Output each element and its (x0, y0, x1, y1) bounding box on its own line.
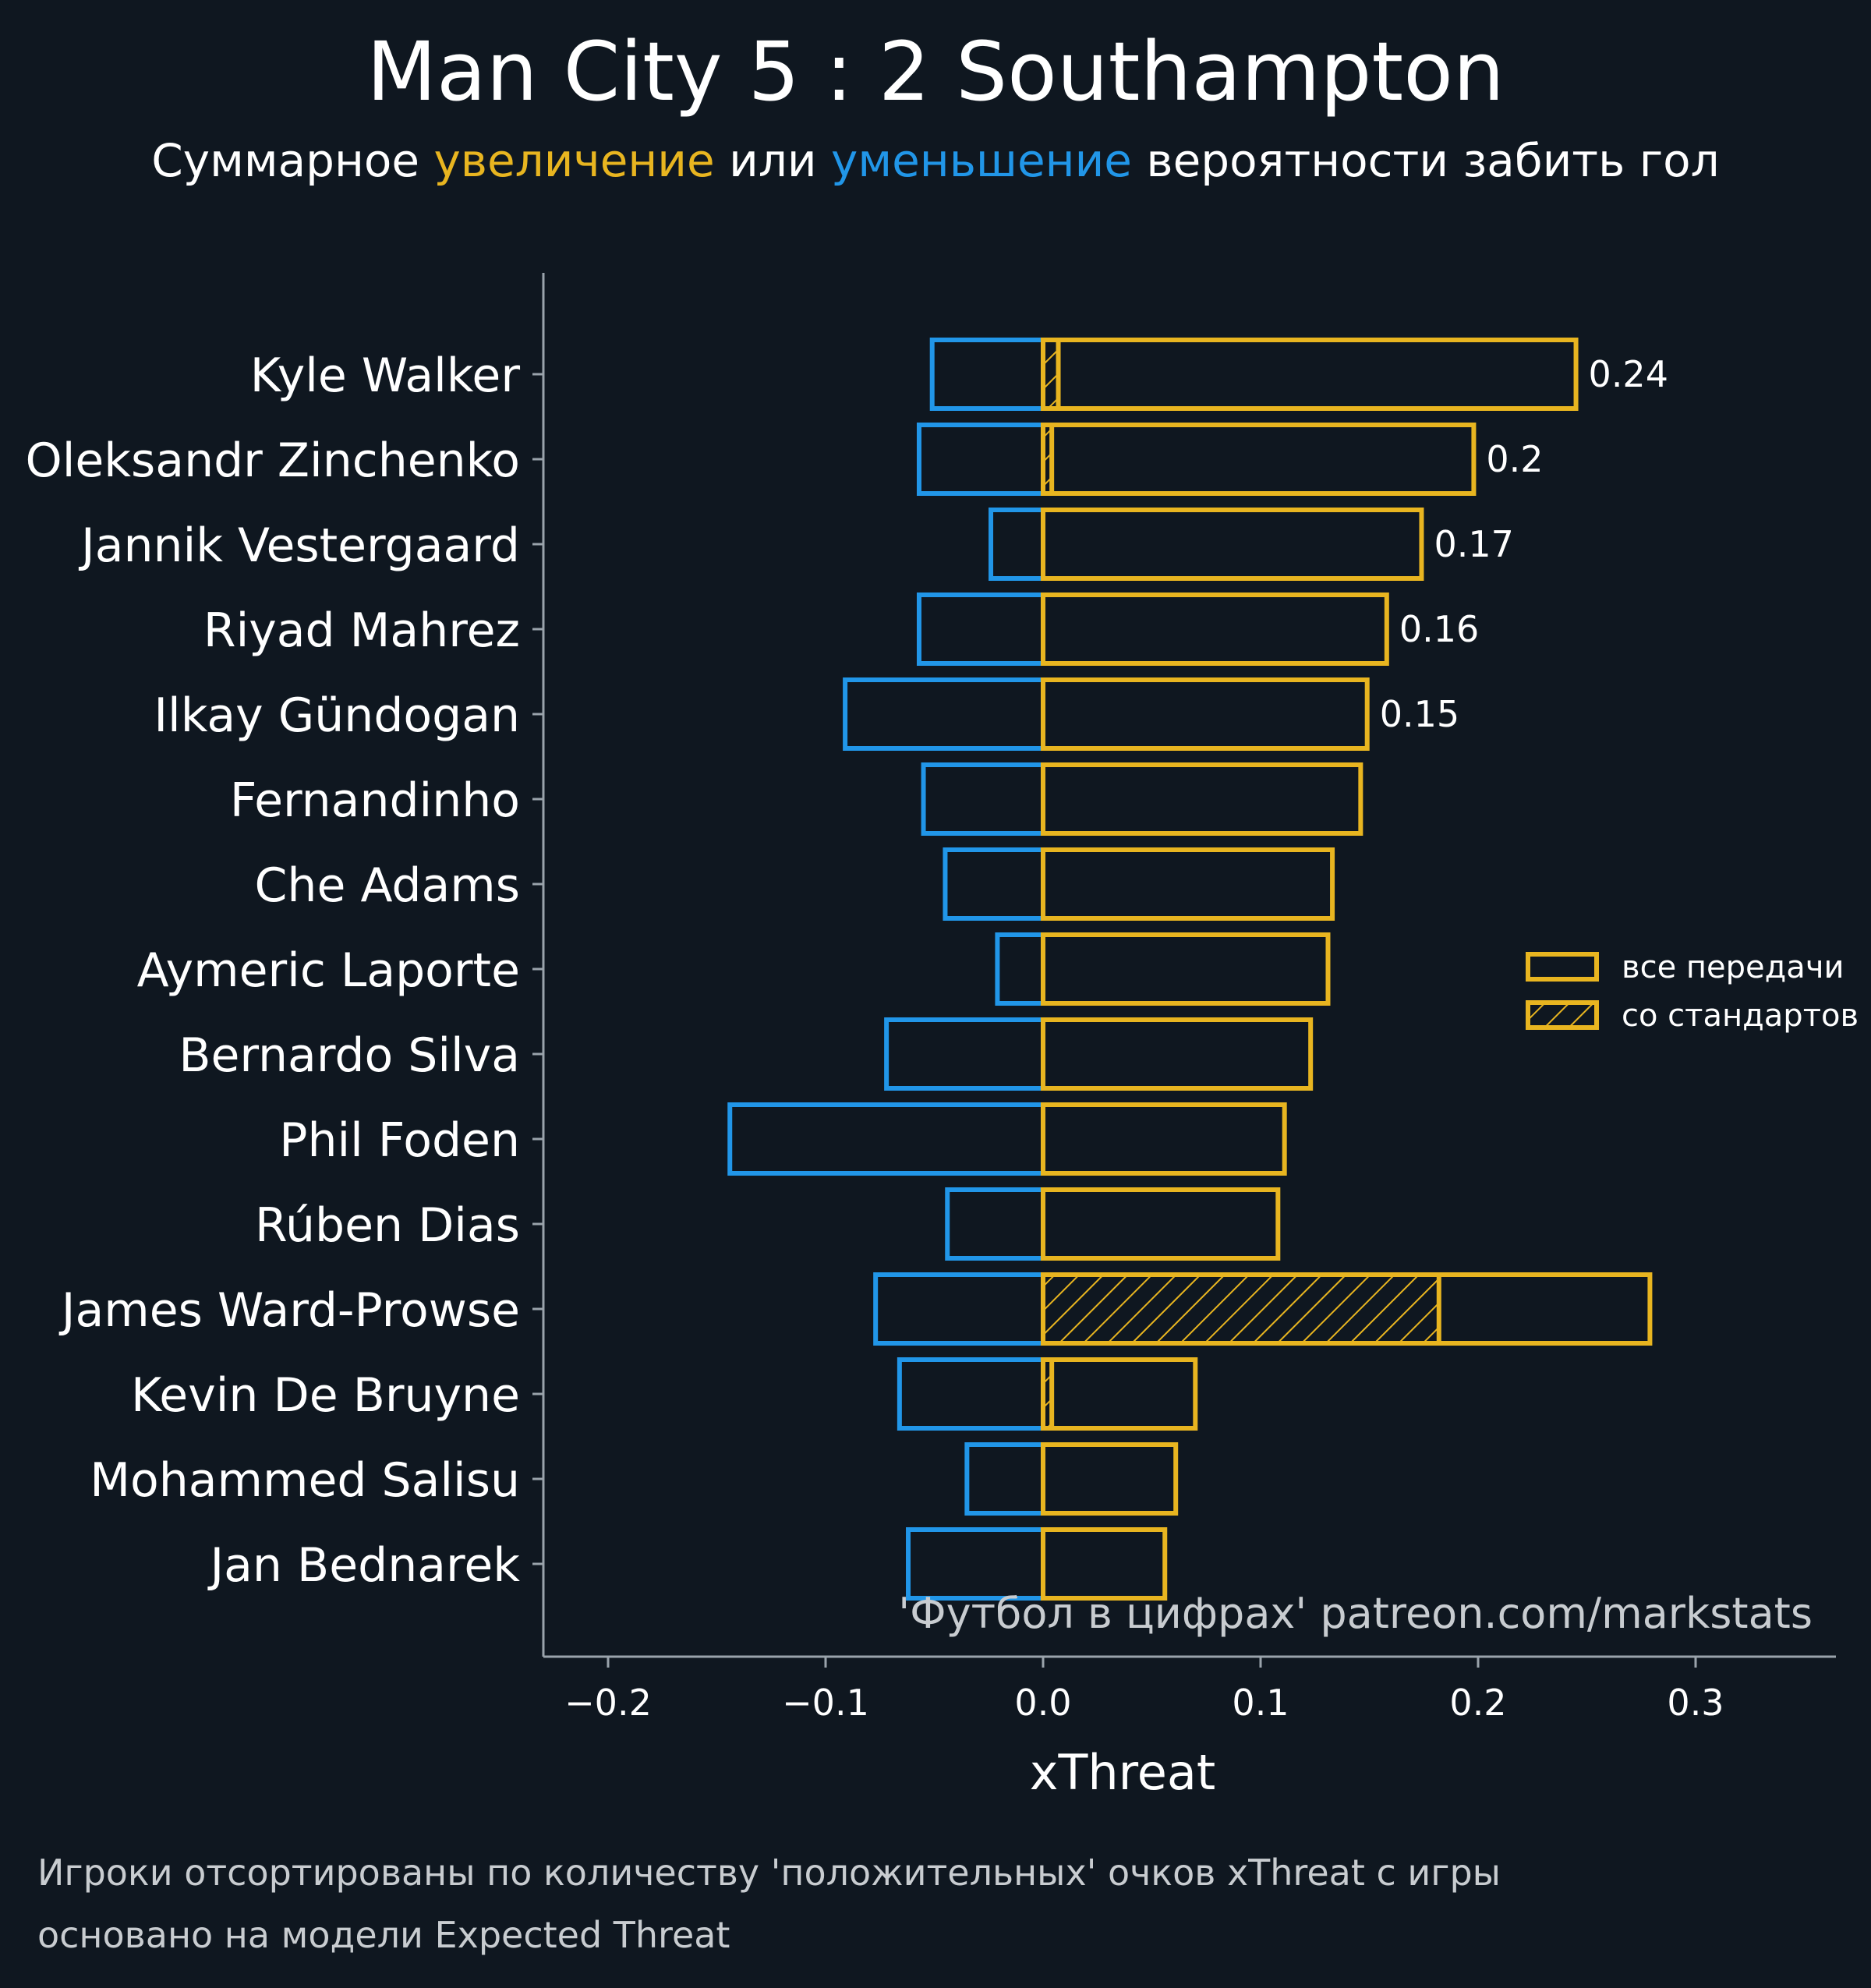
positive-bar-ruben-dias (1041, 1187, 1281, 1261)
negative-bar-bernardo-silva (884, 1017, 1045, 1091)
data-label-jannik-vestergaard: 0.17 (1434, 523, 1513, 565)
x-tick-label: −0.2 (564, 1682, 652, 1724)
negative-bar-che-adams (943, 847, 1045, 921)
negative-bar-mohammed-salisu (964, 1442, 1045, 1516)
player-label-phil-foden: Phil Foden (279, 1113, 520, 1168)
player-label-bernardo-silva: Bernardo Silva (179, 1028, 520, 1083)
positive-bar-che-adams (1041, 847, 1335, 921)
player-label-aymeric-laporte: Aymeric Laporte (137, 943, 520, 998)
player-label-jan-bednarek: Jan Bednarek (207, 1538, 520, 1593)
positive-bar-james-ward-prowse (1041, 1272, 1653, 1346)
footnote-model: основано на модели Expected Threat (37, 1914, 730, 1956)
positive-bar-phil-foden (1041, 1102, 1287, 1176)
player-label-mohammed-salisu: Mohammed Salisu (90, 1453, 520, 1508)
positive-bar-kyle-walker (1041, 338, 1579, 411)
positive-bar-bernardo-silva (1041, 1017, 1314, 1091)
data-label-kyle-walker: 0.24 (1589, 353, 1668, 395)
negative-bar-riyad-mahrez (916, 593, 1045, 666)
negative-bar-ilkay-gundogan (843, 677, 1045, 751)
positive-bar-oleksandr-zinchenko (1041, 423, 1477, 496)
negative-bar-phil-foden (727, 1102, 1045, 1176)
chart-title: Man City 5 : 2 Southampton (366, 24, 1505, 119)
player-label-jannik-vestergaard: Jannik Vestergaard (78, 518, 520, 573)
x-tick-label: 0.2 (1449, 1682, 1506, 1724)
legend-setpiece-label: со стандартов (1622, 998, 1859, 1034)
positive-bar-riyad-mahrez (1041, 593, 1389, 666)
legend-all-passes-label: все передачи (1622, 950, 1844, 985)
positive-bar-fernandinho (1041, 762, 1363, 836)
subtitle-increase: увеличение (433, 134, 715, 187)
footnote-sorting: Игроки отсортированы по количеству 'поло… (37, 1852, 1501, 1894)
positive-bar-kevin-de-bruyne (1041, 1357, 1198, 1431)
negative-bar-ruben-dias (945, 1187, 1045, 1261)
negative-bar-fernandinho (921, 762, 1046, 836)
subtitle-part2: или (714, 134, 832, 187)
player-label-kyle-walker: Kyle Walker (250, 348, 521, 403)
player-label-fernandinho: Fernandinho (230, 773, 520, 828)
negative-bar-oleksandr-zinchenko (916, 423, 1045, 496)
negative-bar-jannik-vestergaard (989, 508, 1046, 581)
positive-bar-ilkay-gundogan (1041, 677, 1370, 751)
subtitle-decrease: уменьшение (831, 134, 1132, 187)
negative-bar-aymeric-laporte (995, 932, 1046, 1006)
chart-subtitle: Суммарное увеличение или уменьшение веро… (0, 131, 1871, 190)
negative-bar-kyle-walker (929, 338, 1045, 411)
watermark: 'Футбол в цифрах' patreon.com/markstats (898, 1589, 1813, 1638)
positive-bar-jan-bednarek (1041, 1527, 1168, 1601)
player-label-riyad-mahrez: Riyad Mahrez (203, 603, 520, 658)
negative-bar-kevin-de-bruyne (897, 1357, 1045, 1431)
data-label-riyad-mahrez: 0.16 (1399, 608, 1479, 650)
player-label-james-ward-prowse: James Ward-Prowse (58, 1283, 520, 1338)
player-label-ruben-dias: Rúben Dias (255, 1198, 520, 1253)
subtitle-part3: вероятности забить гол (1131, 134, 1720, 187)
player-label-oleksandr-zinchenko: Oleksandr Zinchenko (25, 433, 520, 488)
positive-bar-mohammed-salisu (1041, 1442, 1179, 1516)
x-tick-label: 0.1 (1232, 1682, 1289, 1724)
data-label-ilkay-gundogan: 0.15 (1380, 693, 1459, 735)
data-label-oleksandr-zinchenko: 0.2 (1486, 438, 1543, 480)
x-tick-label: −0.1 (782, 1682, 869, 1724)
positive-bar-aymeric-laporte (1041, 932, 1331, 1006)
player-label-ilkay-gundogan: Ilkay Gündogan (154, 688, 520, 743)
negative-bar-james-ward-prowse (873, 1272, 1046, 1346)
positive-bar-jannik-vestergaard (1041, 508, 1424, 581)
x-axis-label: xThreat (1030, 1744, 1215, 1801)
x-tick-label: 0.3 (1667, 1682, 1724, 1724)
player-label-che-adams: Che Adams (255, 858, 520, 913)
player-label-kevin-de-bruyne: Kevin De Bruyne (131, 1368, 520, 1423)
setpiece-bar-james-ward-prowse (1041, 1272, 1441, 1346)
x-tick-label: 0.0 (1014, 1682, 1071, 1724)
legend-all-passes-swatch (1526, 952, 1599, 982)
subtitle-part1: Суммарное (151, 134, 434, 187)
negative-bar-jan-bednarek (906, 1527, 1046, 1601)
legend-setpiece-swatch (1526, 1000, 1599, 1030)
